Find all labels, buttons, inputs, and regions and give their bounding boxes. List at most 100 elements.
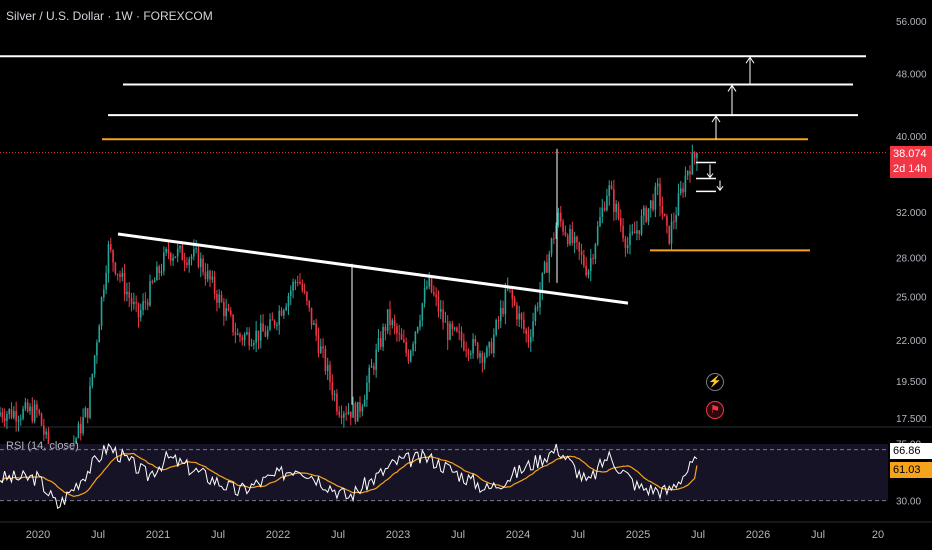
candle-body bbox=[566, 235, 569, 245]
time-tick-label: 2021 bbox=[146, 529, 170, 541]
candle-body bbox=[659, 183, 661, 207]
price-tick-label: 48.000 bbox=[896, 70, 927, 81]
candle-body bbox=[599, 216, 601, 227]
price-axis[interactable]: 56.000 48.000 40.000 32.000 28.000 25.000 22.0… bbox=[896, 17, 927, 425]
candle-body bbox=[216, 293, 218, 303]
candle-body bbox=[144, 301, 147, 303]
candle-body bbox=[86, 408, 89, 418]
candle-body bbox=[414, 332, 417, 345]
candle-body bbox=[142, 301, 144, 311]
candle-body bbox=[403, 339, 405, 342]
time-axis[interactable]: 2020 Jul 2021 Jul 2022 Jul 2023 Jul 2024 Jul 2025 J… bbox=[26, 529, 884, 541]
rsi-bottom-level-label: 30.00 bbox=[896, 497, 921, 508]
last-price-value: 38.074 bbox=[893, 148, 927, 160]
candle-body bbox=[613, 189, 615, 212]
candle-body bbox=[220, 294, 223, 302]
chart-grid bbox=[0, 426, 932, 523]
candle-body bbox=[465, 349, 467, 351]
candle-body bbox=[423, 288, 426, 304]
bar-countdown: 2d 14h bbox=[893, 163, 927, 175]
candle-body bbox=[529, 336, 532, 343]
candle-body bbox=[428, 277, 431, 287]
candle-body bbox=[8, 408, 11, 415]
candle-body bbox=[437, 297, 440, 312]
candle-body bbox=[91, 373, 94, 386]
candle-body bbox=[442, 309, 444, 323]
candle-body bbox=[232, 314, 234, 333]
candle-body bbox=[617, 203, 620, 219]
candle-body bbox=[227, 308, 230, 311]
candle-body bbox=[149, 281, 151, 306]
candle-body bbox=[536, 307, 539, 309]
candle-body bbox=[19, 418, 22, 421]
candle-body bbox=[98, 325, 101, 343]
candle-body bbox=[296, 281, 299, 283]
candle-body bbox=[239, 333, 241, 338]
candle-body bbox=[202, 258, 204, 273]
candle-body bbox=[146, 302, 149, 306]
candle-body bbox=[310, 307, 313, 325]
candle-body bbox=[416, 327, 419, 333]
candle-body bbox=[670, 221, 673, 244]
descending-trendline bbox=[117, 232, 629, 305]
candle-body bbox=[553, 238, 555, 240]
candle-body bbox=[119, 274, 121, 277]
rsi-value-badge: 66.86 bbox=[890, 443, 932, 459]
candle-body bbox=[135, 301, 137, 304]
candle-body bbox=[319, 346, 322, 353]
candle-body bbox=[340, 415, 343, 418]
candle-body bbox=[26, 402, 29, 412]
candle-body bbox=[603, 207, 606, 211]
candle-body bbox=[303, 290, 306, 293]
candle-body bbox=[10, 408, 13, 418]
candle-body bbox=[262, 323, 264, 332]
candle-body bbox=[287, 295, 290, 307]
rsi-line bbox=[0, 442, 698, 510]
candle-body bbox=[379, 338, 382, 347]
candle-body bbox=[656, 183, 659, 187]
arrow-head bbox=[745, 56, 755, 64]
candle-body bbox=[266, 329, 269, 337]
candle-body bbox=[532, 321, 534, 337]
arrow-head bbox=[706, 173, 714, 179]
candle-body bbox=[137, 303, 140, 318]
candle-body bbox=[15, 410, 17, 422]
candle-body bbox=[562, 221, 564, 232]
arrow-head bbox=[727, 84, 737, 92]
candle-body bbox=[373, 366, 375, 370]
candle-body bbox=[368, 367, 371, 383]
candle-body bbox=[578, 242, 581, 252]
candle-body bbox=[36, 404, 38, 411]
candle-body bbox=[43, 425, 45, 435]
candle-body bbox=[407, 352, 410, 362]
candle-body bbox=[363, 399, 366, 407]
candle-body bbox=[345, 413, 347, 415]
time-tick-label: Jul bbox=[811, 529, 825, 541]
candle-body bbox=[315, 323, 317, 336]
candle-body bbox=[419, 320, 421, 328]
lightning-icon[interactable]: ⚡ bbox=[706, 373, 724, 391]
candle-body bbox=[156, 266, 158, 281]
candle-body bbox=[130, 297, 133, 305]
candle-body bbox=[636, 230, 638, 234]
candle-body bbox=[313, 323, 315, 325]
candle-body bbox=[294, 281, 297, 283]
candle-body bbox=[352, 403, 354, 418]
price-tick-label: 17.500 bbox=[896, 414, 927, 425]
candle-body bbox=[559, 212, 562, 222]
candle-body bbox=[292, 282, 294, 291]
candle-body bbox=[645, 207, 647, 222]
candle-body bbox=[160, 271, 163, 274]
candle-body bbox=[181, 245, 184, 261]
us-flag-icon[interactable]: ⚑ bbox=[706, 401, 724, 419]
time-tick-label: 2022 bbox=[266, 529, 290, 541]
candle-body bbox=[453, 327, 456, 329]
candle-body bbox=[151, 281, 154, 283]
candle-body bbox=[153, 280, 156, 283]
candle-body bbox=[550, 238, 553, 254]
candle-body bbox=[626, 245, 629, 248]
candle-body bbox=[366, 382, 368, 400]
candle-body bbox=[497, 320, 500, 322]
arrow-head bbox=[716, 186, 724, 192]
